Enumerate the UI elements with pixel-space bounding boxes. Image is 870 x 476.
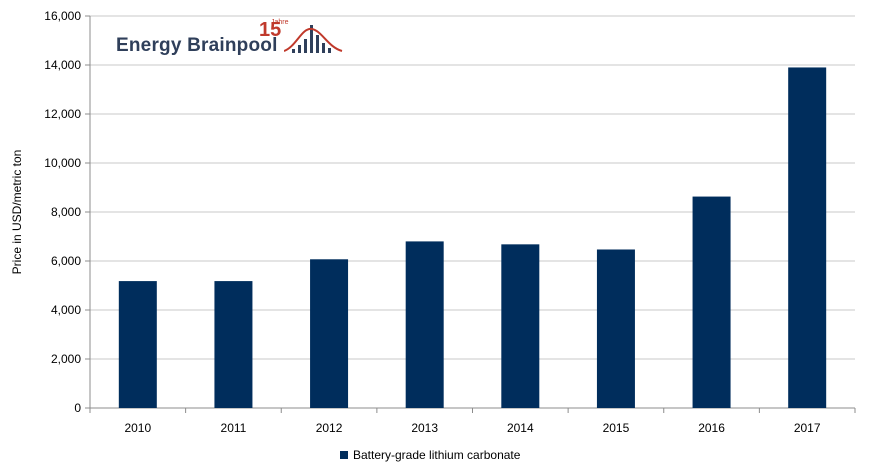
x-tick-label-2016: 2016 [698, 421, 725, 435]
x-tick-label-2011: 2011 [221, 421, 247, 435]
x-tick-label-2017: 2017 [794, 421, 821, 435]
x-tick-label-2013: 2013 [411, 421, 438, 435]
x-tick-label-2015: 2015 [603, 421, 630, 435]
legend-label: Battery-grade lithium carbonate [353, 448, 521, 462]
bar-2010 [118, 281, 157, 408]
bar-2014 [501, 244, 540, 408]
y-tick-label: 0 [74, 401, 81, 415]
y-tick-label: 4,000 [51, 303, 81, 317]
bar-2012 [310, 259, 349, 408]
bar-2011 [214, 281, 253, 408]
y-axis-title: Price in USD/metric ton [10, 150, 24, 275]
y-tick-label: 10,000 [44, 156, 81, 170]
bar-2017 [788, 67, 827, 408]
bar-2015 [596, 249, 635, 408]
legend: Battery-grade lithium carbonate [340, 448, 520, 462]
energy-brainpool-logo: Energy Brainpool 15 Jahre [116, 19, 366, 62]
x-tick-label-2012: 2012 [316, 421, 343, 435]
x-tick-label-2014: 2014 [507, 421, 534, 435]
logo-brand-text: Energy Brainpool [116, 35, 278, 56]
bar-2016 [692, 196, 731, 408]
y-tick-label: 8,000 [51, 205, 81, 219]
y-tick-label: 12,000 [44, 107, 81, 121]
logo-bars-icon [284, 25, 343, 53]
y-tick-label: 2,000 [51, 352, 81, 366]
legend-swatch [340, 451, 348, 459]
y-tick-label: 6,000 [51, 254, 81, 268]
logo-anniversary-number: 15 [259, 19, 282, 41]
logo-anniversary-suffix: Jahre [271, 19, 289, 26]
y-tick-label: 16,000 [44, 9, 81, 23]
bar-2013 [405, 241, 444, 408]
y-tick-label: 14,000 [44, 58, 81, 72]
x-tick-label-2010: 2010 [124, 421, 151, 435]
